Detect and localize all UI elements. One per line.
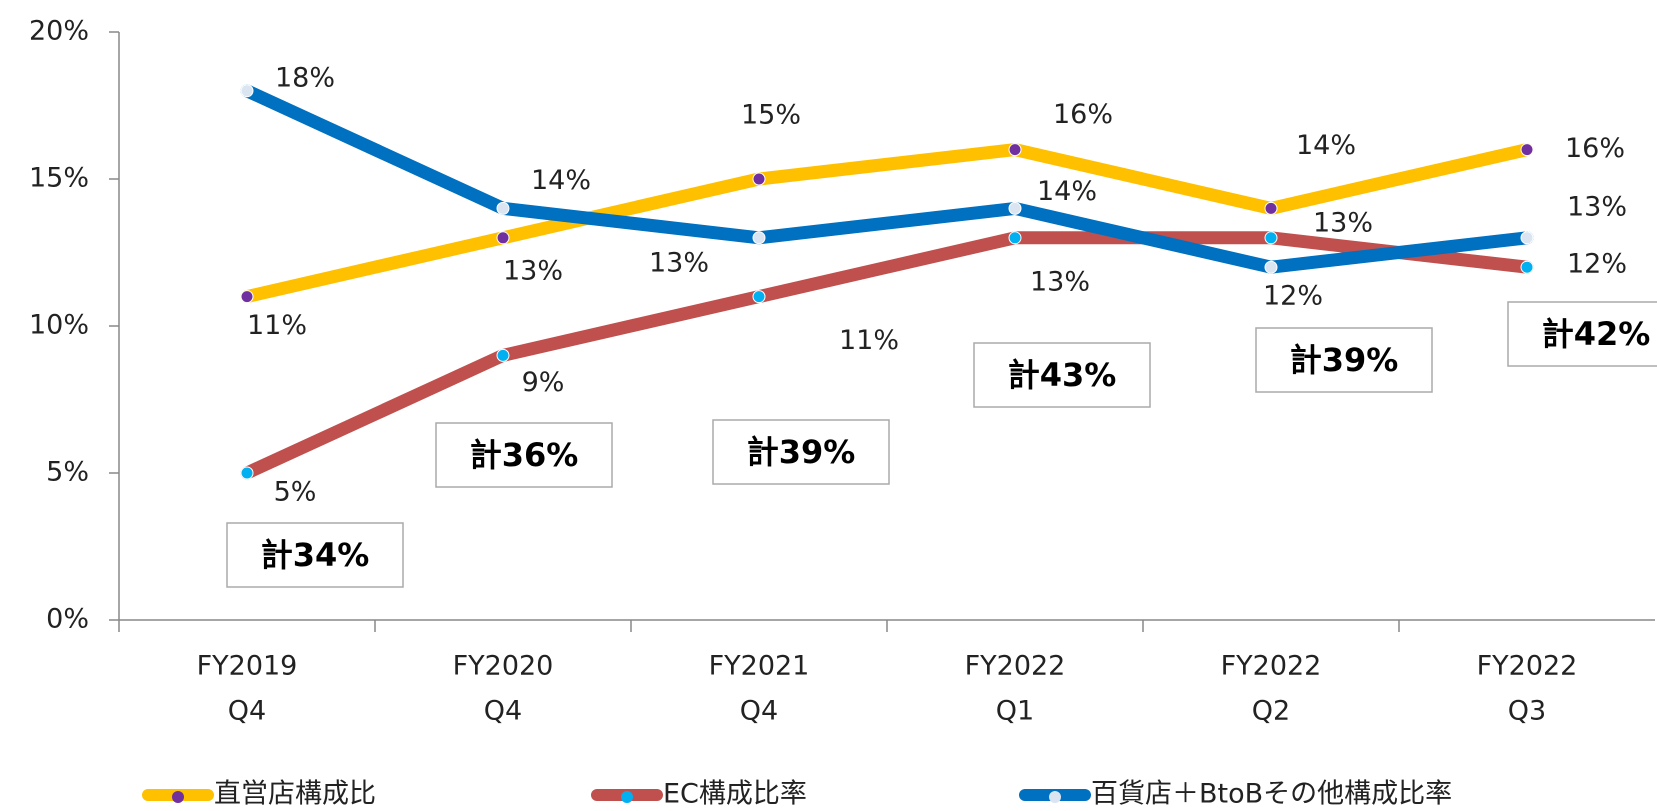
data-label: 14% <box>1296 130 1356 161</box>
data-label: 11% <box>247 310 307 341</box>
y-tick-label: 10% <box>29 310 89 341</box>
legend-marker <box>1049 791 1061 803</box>
x-tick-label: FY2021 <box>709 651 810 682</box>
marker <box>1008 231 1022 245</box>
total-box <box>226 522 404 588</box>
marker <box>1008 201 1022 215</box>
legend-label: EC構成比率 <box>663 779 807 810</box>
marker <box>496 348 510 362</box>
data-label: 9% <box>522 367 565 398</box>
marker <box>1008 143 1022 157</box>
data-label: 16% <box>1565 133 1625 164</box>
total-box <box>1255 327 1433 393</box>
total-label: 計39% <box>1290 341 1399 379</box>
data-label: 14% <box>1037 176 1097 207</box>
marker <box>1264 231 1278 245</box>
marker <box>1520 260 1534 274</box>
data-label: 15% <box>741 100 801 131</box>
marker <box>752 231 766 245</box>
data-label: 18% <box>275 62 335 93</box>
marker <box>752 172 766 186</box>
marker <box>240 466 254 480</box>
legend-label: 直営店構成比 <box>214 779 376 810</box>
legend-label: 百貨店＋BtoBその他構成比率 <box>1091 779 1452 810</box>
marker <box>1520 231 1534 245</box>
y-tick-label: 5% <box>46 457 89 488</box>
marker <box>752 290 766 304</box>
marker <box>240 84 254 98</box>
y-tick-label: 15% <box>29 163 89 194</box>
data-label: 16% <box>1053 99 1113 130</box>
data-label: 13% <box>503 255 563 286</box>
total-box <box>435 422 613 488</box>
x-tick-label: FY2022 <box>965 651 1066 682</box>
x-tick-label: Q2 <box>1252 696 1290 727</box>
x-tick-label: FY2022 <box>1221 651 1322 682</box>
series-line <box>240 84 1534 274</box>
marker <box>240 290 254 304</box>
data-label: 13% <box>1313 207 1373 238</box>
marker <box>496 231 510 245</box>
total-box <box>1507 301 1657 367</box>
x-tick-label: Q4 <box>228 696 266 727</box>
series-line <box>240 231 1534 480</box>
x-tick-label: Q4 <box>740 696 778 727</box>
marker <box>1264 260 1278 274</box>
data-label: 11% <box>839 325 899 356</box>
x-tick-label: FY2019 <box>197 651 298 682</box>
data-label: 13% <box>1030 266 1090 297</box>
legend-marker <box>172 791 184 803</box>
legend-marker <box>621 791 633 803</box>
data-label: 13% <box>1567 191 1627 222</box>
total-label: 計39% <box>747 433 856 471</box>
marker <box>1264 201 1278 215</box>
data-label: 13% <box>649 247 709 278</box>
series-line <box>240 143 1534 304</box>
total-label: 計34% <box>261 536 370 574</box>
total-label: 計42% <box>1542 315 1651 353</box>
y-tick-label: 0% <box>46 604 89 635</box>
total-box <box>712 419 890 485</box>
total-label: 計36% <box>470 436 579 474</box>
marker <box>496 201 510 215</box>
x-tick-label: Q4 <box>484 696 522 727</box>
y-tick-label: 20% <box>29 16 89 47</box>
x-tick-label: Q3 <box>1508 696 1546 727</box>
data-label: 5% <box>274 477 317 508</box>
x-tick-label: FY2020 <box>453 651 554 682</box>
x-tick-label: FY2022 <box>1477 651 1578 682</box>
data-label: 14% <box>531 165 591 196</box>
x-tick-label: Q1 <box>996 696 1034 727</box>
data-label: 12% <box>1263 281 1323 312</box>
marker <box>1520 143 1534 157</box>
total-label: 計43% <box>1008 356 1117 394</box>
total-box <box>973 342 1151 408</box>
data-label: 12% <box>1567 249 1627 280</box>
